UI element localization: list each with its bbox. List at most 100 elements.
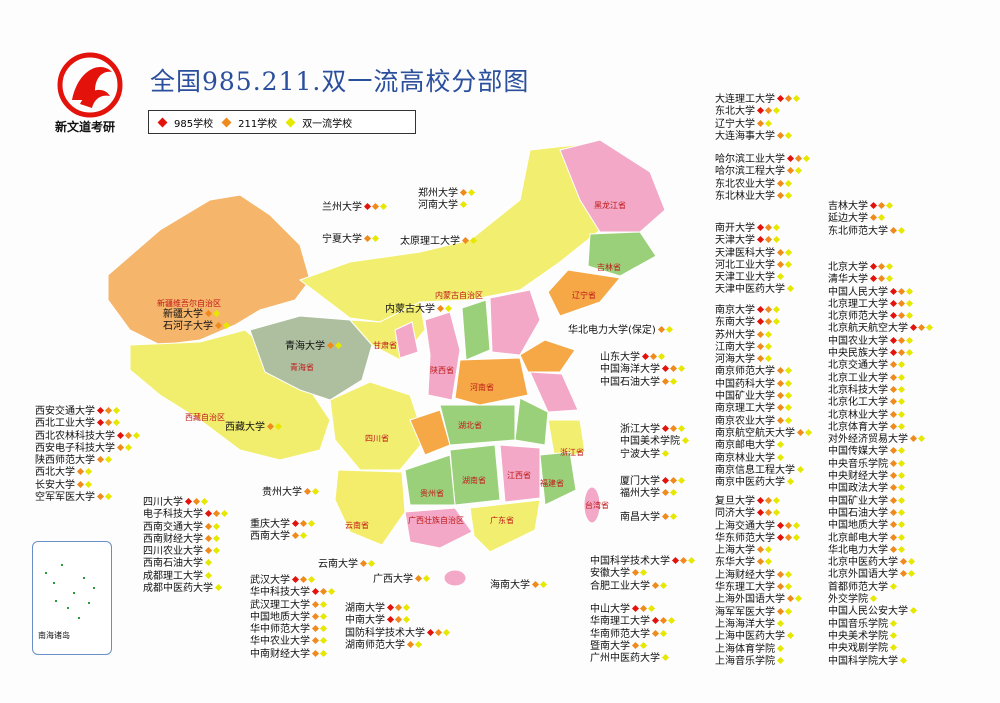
university-name: 南京师范大学 (715, 366, 775, 378)
level-diamond (402, 603, 411, 612)
level-diamond (897, 472, 906, 480)
university-row: 华东师范大学 (715, 533, 801, 545)
level-diamond (311, 487, 320, 496)
university-name: 华中农业大学 (250, 636, 310, 648)
university-name: 中国传媒大学 (828, 446, 888, 458)
university-row: 北京中医药大学 (828, 557, 932, 569)
university-name: 暨南大学 (590, 640, 630, 652)
shanxi (461, 299, 491, 361)
university-row: 天津医科大学 (715, 248, 793, 260)
level-diamond (897, 533, 906, 541)
university-row: 国防科学技术大学 (345, 628, 451, 640)
level-diamond (784, 260, 793, 268)
university-name: 北京大学 (828, 262, 868, 273)
university-name: 中央财经大学 (828, 471, 888, 483)
university-row: 成都中医药大学 (143, 583, 227, 595)
province-label: 江西省 (507, 471, 531, 480)
level-diamond (112, 406, 121, 415)
university-row: 中国矿业大学 (828, 496, 932, 508)
university-group: 海南大学 (490, 580, 548, 592)
level-diamond (406, 640, 415, 648)
university-name: 复旦大学 (715, 496, 755, 507)
level-diamond (889, 336, 898, 344)
level-diamond (776, 260, 785, 268)
university-row: 中央财经大学 (828, 471, 932, 483)
level-diamond (784, 367, 793, 375)
level-diamond (212, 534, 221, 542)
university-name: 苏州大学 (715, 329, 755, 341)
level-diamond (925, 324, 934, 332)
inset-label: 南海诸岛 (38, 631, 70, 640)
level-diamond (661, 654, 670, 662)
level-diamond (764, 342, 773, 350)
level-diamond (869, 214, 878, 222)
level-diamond (764, 330, 773, 338)
university-group: 大连理工大学 东北大学 辽宁大学 大连海事大学 (715, 94, 801, 143)
level-diamond (889, 459, 898, 467)
level-diamond (371, 234, 380, 243)
university-name: 华北电力大学(保定) (568, 325, 656, 336)
level-diamond (299, 532, 308, 540)
university-name: 中国药科大学 (715, 378, 775, 390)
level-diamond (414, 640, 423, 648)
level-diamond (784, 607, 793, 615)
level-diamond (889, 496, 898, 504)
inset-box (32, 541, 112, 655)
level-diamond (214, 322, 223, 330)
level-diamond (661, 377, 670, 385)
university-row: 华中农业大学 (250, 636, 334, 648)
level-diamond (899, 570, 908, 578)
level-diamond (885, 262, 894, 271)
level-diamond (764, 509, 773, 517)
university-row: 中国地质大学 (828, 520, 932, 532)
university-name: 成都理工大学 (143, 570, 203, 582)
legend-entry: 985学校 (157, 115, 213, 130)
level-diamond (776, 392, 785, 400)
university-name: 东北林业大学 (715, 190, 775, 202)
university-name: 外交学院 (828, 594, 868, 606)
university-name: 华东师范大学 (715, 532, 775, 544)
level-diamond (905, 287, 914, 295)
university-group: 华北电力大学(保定) (568, 325, 673, 337)
university-group: 中国科学技术大学 安徽大学 合肥工业大学 (590, 556, 696, 593)
shandong (519, 339, 576, 373)
university-row: 四川大学 (143, 497, 227, 509)
level-diamond (677, 476, 686, 485)
university-name: 四川大学 (143, 497, 183, 508)
university-row: 北京交通大学 (828, 360, 932, 372)
university-row: 中国音乐学院 (828, 619, 932, 631)
university-row: 广州中医药大学 (590, 653, 674, 665)
university-name: 华南师范大学 (590, 628, 650, 640)
level-diamond (897, 422, 906, 430)
level-diamond (772, 509, 781, 517)
university-row: 上海财经大学 (715, 570, 801, 582)
level-diamond (681, 437, 690, 445)
university-group: 宁夏大学 (322, 234, 380, 246)
level-diamond (359, 559, 368, 568)
level-diamond (897, 361, 906, 369)
university-name: 西南大学 (250, 531, 290, 543)
level-diamond (897, 349, 906, 357)
level-diamond (677, 424, 686, 433)
province-label: 新疆维吾尔自治区 (157, 299, 221, 308)
level-diamond (756, 330, 765, 338)
level-diamond (784, 533, 793, 541)
university-row: 中山大学 (590, 604, 674, 616)
level-diamond (917, 435, 926, 443)
university-name: 中国科学院大学 (828, 655, 898, 667)
island-dot (73, 592, 75, 594)
level-diamond (776, 367, 785, 375)
level-diamond (204, 559, 213, 567)
island-dot (83, 577, 85, 579)
university-name: 北京外国语大学 (828, 569, 898, 581)
level-diamond (669, 512, 678, 521)
level-diamond (869, 262, 878, 271)
university-row: 辽宁大学 (715, 119, 799, 131)
university-name: 上海音乐学院 (715, 655, 775, 667)
level-diamond (459, 201, 468, 209)
university-name: 西北工业大学 (35, 418, 95, 430)
level-diamond (784, 404, 793, 412)
university-row: 北京理工大学 (828, 299, 932, 311)
university-row: 郑州大学 (418, 188, 476, 200)
university-name: 南京大学 (715, 305, 755, 316)
